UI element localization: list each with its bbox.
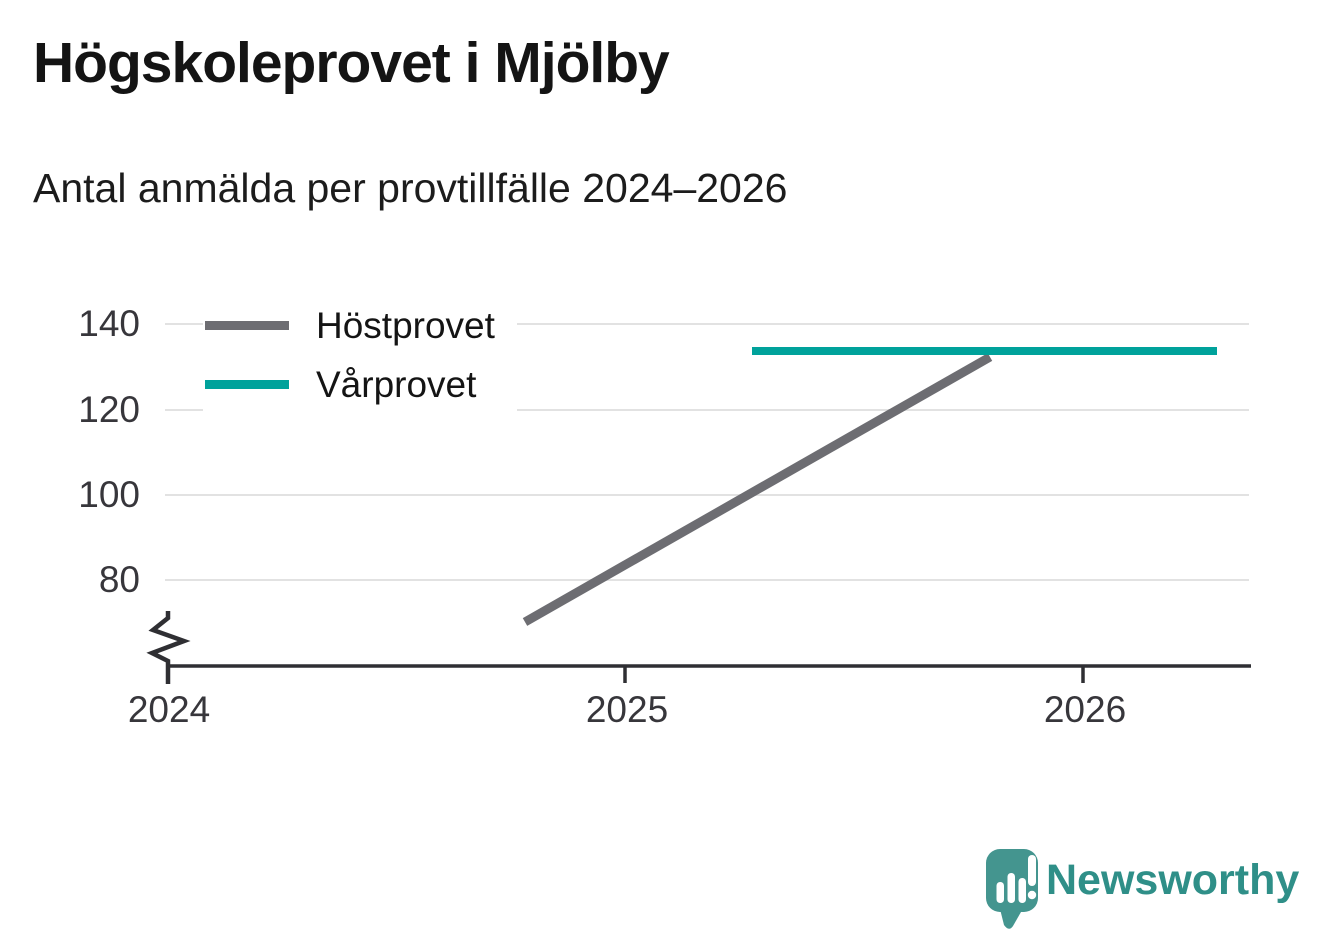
- series-line-hostprovet: [522, 353, 993, 626]
- newsworthy-logo-icon: [986, 849, 1038, 929]
- chart-legend: Höstprovet Vårprovet: [203, 296, 517, 414]
- legend-label: Höstprovet: [316, 304, 495, 346]
- y-tick-100: 100: [78, 474, 140, 515]
- legend-item-hostprovet: Höstprovet: [205, 296, 495, 355]
- chart-title: Högskoleprovet i Mjölby: [33, 31, 670, 95]
- chart-subtitle: Antal anmälda per provtillfälle 2024–202…: [33, 165, 788, 211]
- newsworthy-logo[interactable]: Newsworthy: [980, 843, 1300, 935]
- y-tick-120: 120: [78, 389, 140, 430]
- y-axis-break-icon: [146, 611, 191, 684]
- x-tick-2026: 2026: [1043, 689, 1127, 730]
- x-tick-2025: 2025: [585, 689, 669, 730]
- newsworthy-wordmark: Newsworthy: [1046, 856, 1300, 904]
- y-tick-140: 140: [78, 303, 140, 344]
- legend-label: Vårprovet: [316, 363, 477, 405]
- varprovet-swatch: [205, 380, 289, 389]
- y-tick-80: 80: [98, 559, 140, 600]
- hostprovet-swatch: [205, 321, 289, 330]
- x-tick-2024: 2024: [127, 689, 211, 730]
- legend-item-varprovet: Vårprovet: [205, 355, 495, 414]
